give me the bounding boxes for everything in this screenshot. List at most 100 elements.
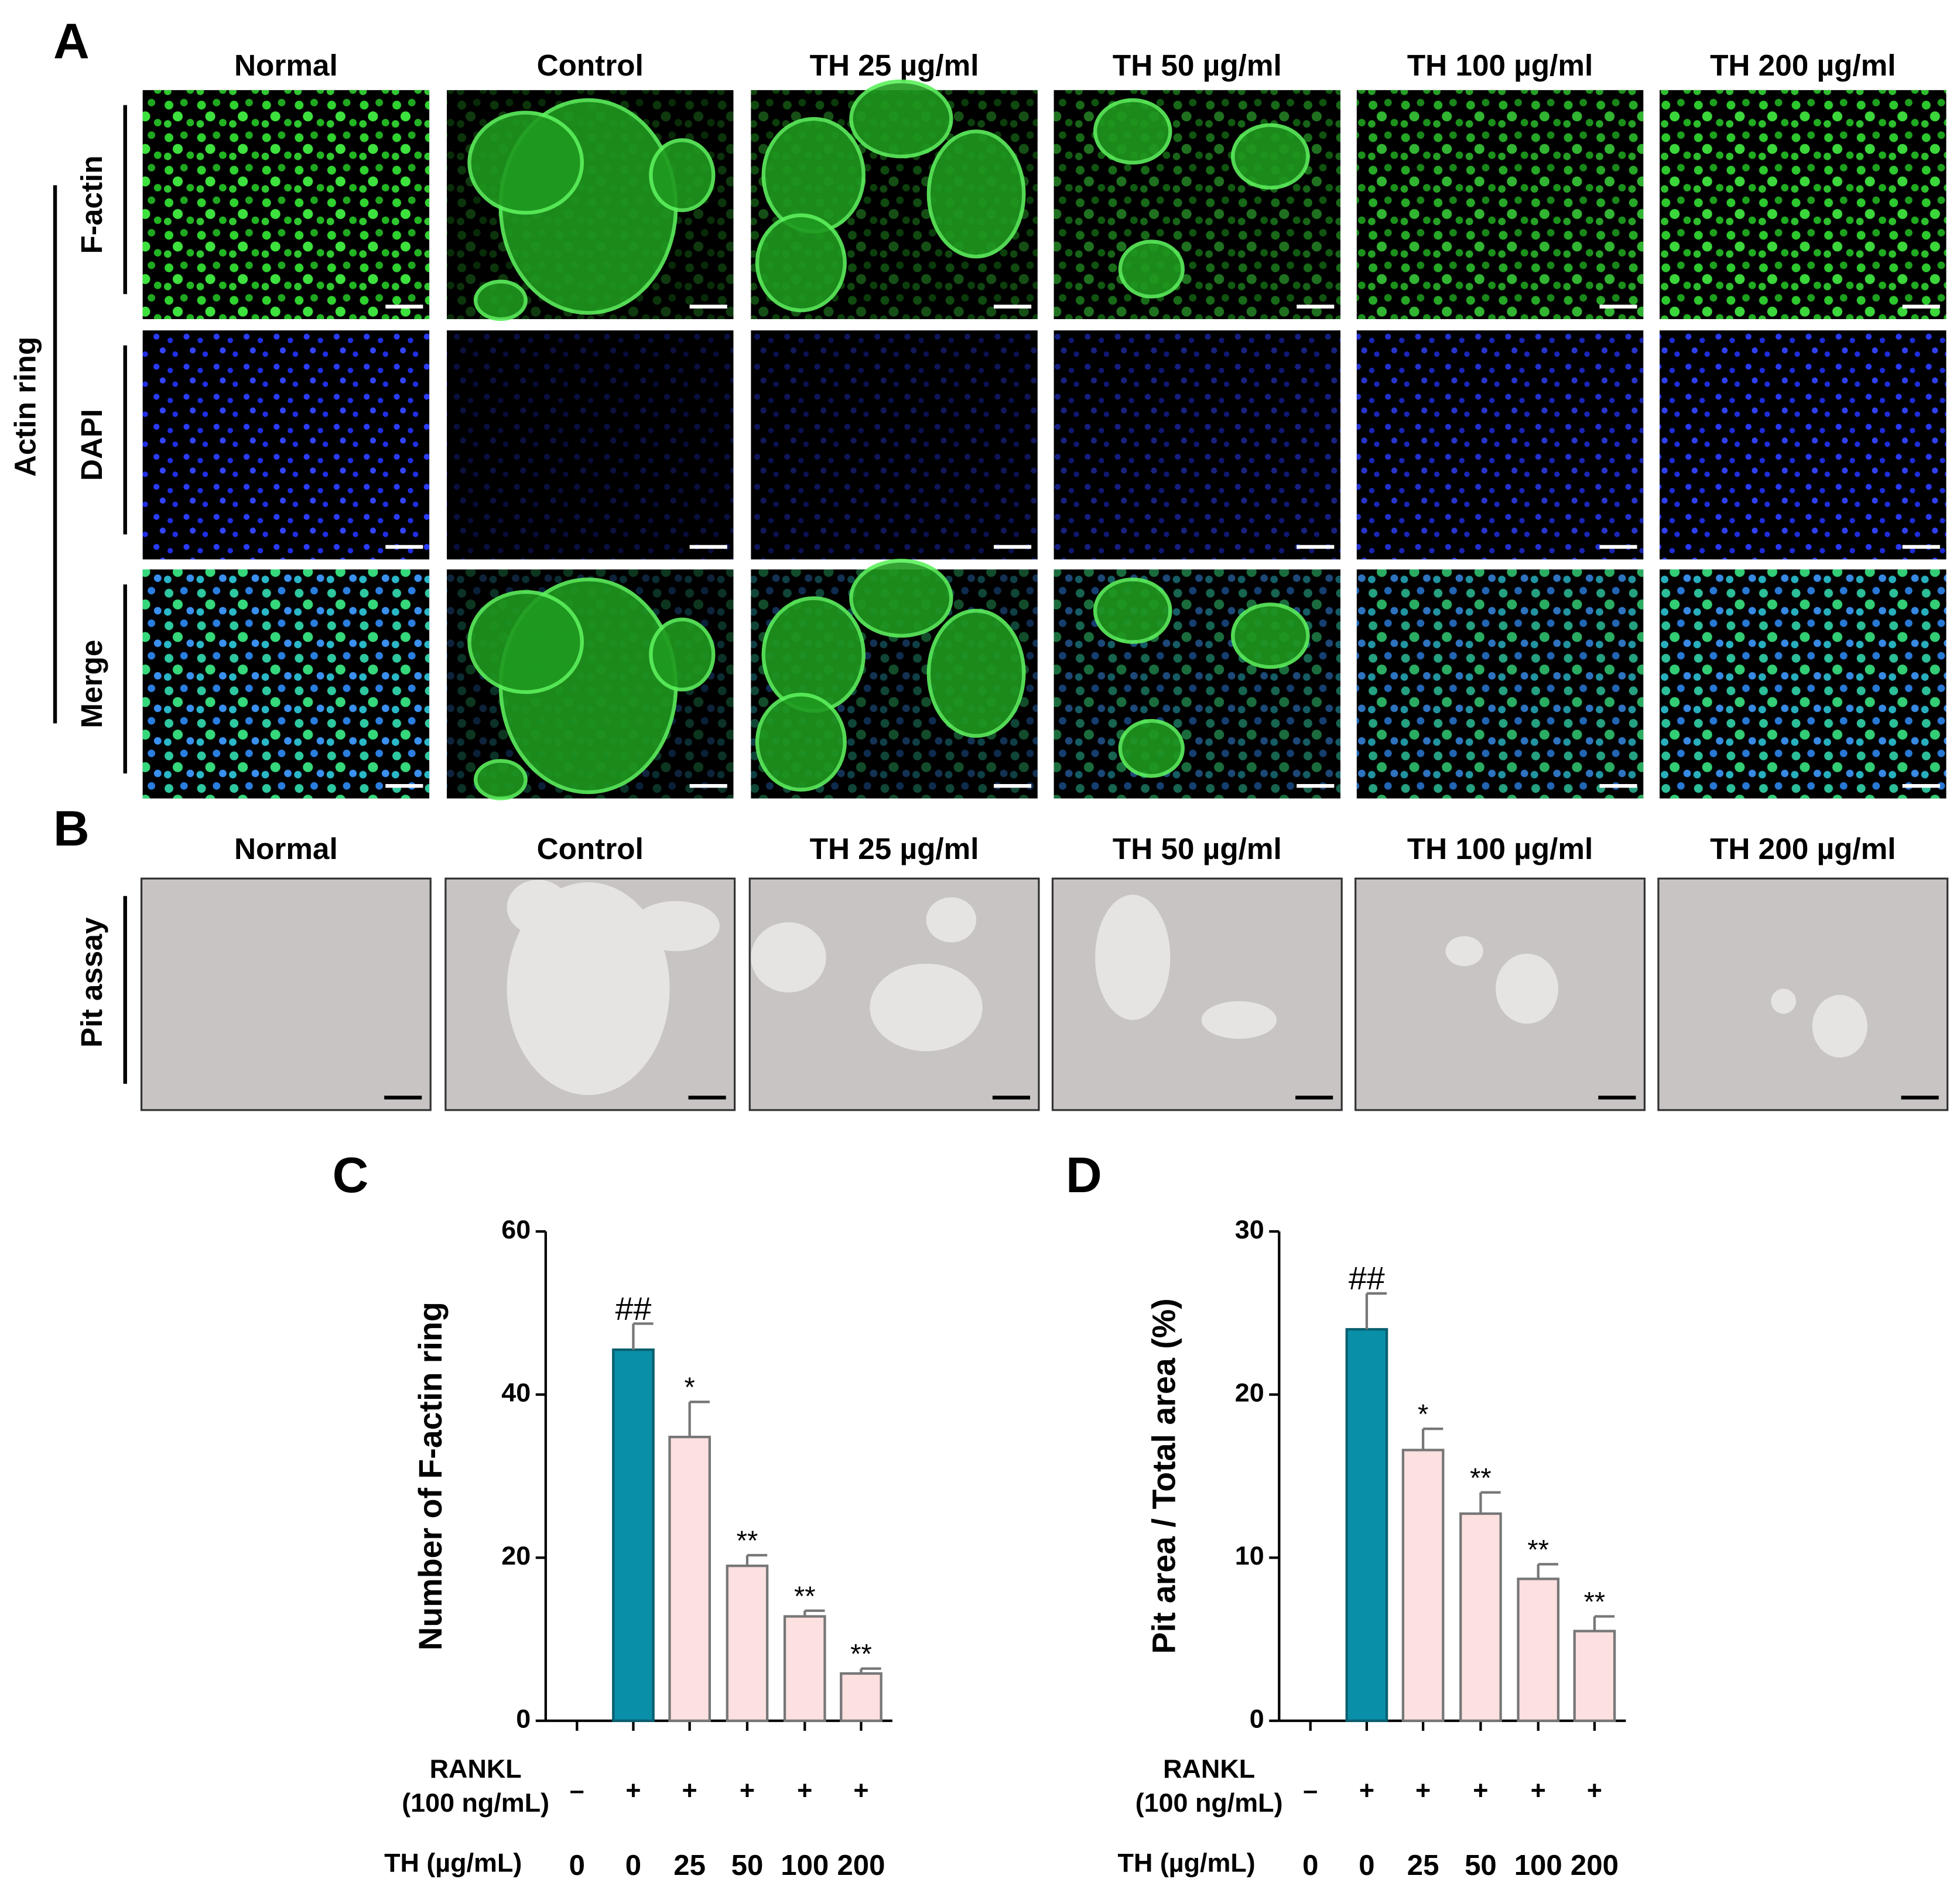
panel-label: C <box>333 1148 369 1203</box>
row-label: RANKL <box>430 1754 522 1784</box>
resorption-pit <box>1445 936 1483 966</box>
panel-label: B <box>53 801 90 857</box>
panel-label: D <box>1066 1148 1102 1203</box>
column-header: TH 100 µg/ml <box>1407 832 1593 865</box>
rankl-sign: + <box>1473 1775 1488 1805</box>
resorption-pit <box>751 922 826 993</box>
cell-texture <box>1660 569 1947 799</box>
osteoclast <box>1231 123 1310 190</box>
column-header: Normal <box>234 832 338 865</box>
row-label: TH (µg/mL) <box>384 1847 522 1877</box>
row-label: Merge <box>75 640 108 728</box>
resorption-pit <box>926 897 977 943</box>
significance-mark: ** <box>1470 1462 1492 1493</box>
panel-label: A <box>53 14 90 70</box>
resorption-pit <box>507 879 570 935</box>
bar <box>726 1565 769 1722</box>
pit-image <box>140 877 432 1111</box>
rankl-sign: + <box>1531 1775 1546 1805</box>
x-tick-label: 200 <box>1571 1850 1619 1881</box>
osteoclast <box>1093 577 1172 644</box>
rankl-sign: + <box>1415 1775 1431 1805</box>
rankl-sign: + <box>740 1775 755 1805</box>
row-label: F-actin <box>75 155 108 254</box>
rankl-sign: + <box>625 1775 641 1805</box>
bar <box>612 1348 655 1722</box>
significance-mark: ** <box>1527 1534 1549 1565</box>
significance-mark: ** <box>850 1638 872 1669</box>
bar <box>1345 1328 1388 1722</box>
x-tick-label: 25 <box>673 1850 706 1881</box>
cell-texture <box>447 330 734 560</box>
rankl-sign: + <box>1587 1775 1602 1805</box>
bar <box>1517 1577 1560 1722</box>
column-header: Control <box>537 832 644 865</box>
x-tick-label: 0 <box>569 1850 585 1881</box>
osteoclast <box>761 117 866 234</box>
rankl-sign: + <box>682 1775 697 1805</box>
significance-mark: ** <box>1584 1586 1606 1617</box>
resorption-pit <box>1771 988 1797 1014</box>
cell-texture <box>142 330 430 560</box>
cell-texture <box>1356 90 1644 320</box>
x-tick-label: 200 <box>837 1850 885 1881</box>
cell-texture <box>751 330 1038 560</box>
rankl-sign: – <box>570 1775 584 1805</box>
x-tick-label: 50 <box>731 1850 764 1881</box>
osteoclast <box>849 79 953 159</box>
y-tick-label: 60 <box>501 1214 531 1244</box>
resorption-pit <box>632 901 720 952</box>
bar <box>668 1435 711 1722</box>
column-header: Normal <box>234 49 338 82</box>
row-label: (100 ng/mL) <box>1135 1788 1283 1818</box>
rankl-sign: + <box>797 1775 812 1805</box>
significance-mark: * <box>1418 1398 1428 1429</box>
rankl-sign: + <box>1359 1775 1374 1805</box>
osteoclast <box>649 138 716 213</box>
x-tick-label: 0 <box>1302 1850 1318 1881</box>
pit-image <box>1051 877 1343 1111</box>
significance-mark: * <box>684 1371 695 1402</box>
osteoclast <box>1118 239 1185 299</box>
bar <box>1459 1512 1502 1722</box>
column-header: TH 200 µg/ml <box>1710 832 1896 865</box>
osteoclast <box>1093 98 1172 165</box>
cell-texture <box>1356 330 1644 560</box>
cell-texture <box>1660 90 1947 320</box>
osteoclast <box>926 129 1026 259</box>
cell-texture <box>142 569 430 799</box>
x-tick-label: 100 <box>781 1850 829 1881</box>
resorption-pit <box>1812 995 1867 1058</box>
resorption-pit <box>1095 895 1171 1020</box>
column-header: TH 25 µg/ml <box>810 49 979 82</box>
column-header: TH 200 µg/ml <box>1710 49 1896 82</box>
cell-texture <box>1053 330 1341 560</box>
significance-mark: ** <box>794 1580 816 1611</box>
column-header: TH 25 µg/ml <box>810 832 979 865</box>
resorption-pit <box>870 963 983 1052</box>
row-label: RANKL <box>1163 1754 1255 1784</box>
osteoclast <box>473 279 528 321</box>
y-tick-label: 0 <box>1250 1704 1264 1734</box>
y-tick-label: 30 <box>1235 1214 1264 1244</box>
rankl-sign: + <box>853 1775 868 1805</box>
cell-texture <box>1660 330 1947 560</box>
bar <box>1401 1449 1445 1722</box>
y-tick-label: 40 <box>501 1378 531 1408</box>
column-header: TH 50 µg/ml <box>1113 49 1282 82</box>
resorption-pit <box>1201 1001 1277 1039</box>
bar <box>840 1672 882 1722</box>
osteoclast <box>755 692 847 792</box>
row-label: DAPI <box>75 409 108 481</box>
column-header: TH 100 µg/ml <box>1407 49 1593 82</box>
row-label: Pit assay <box>75 917 108 1048</box>
osteoclast <box>761 596 866 713</box>
cell-texture <box>1356 569 1644 799</box>
x-tick-label: 0 <box>625 1850 641 1881</box>
bar <box>783 1615 826 1722</box>
osteoclast <box>467 590 584 694</box>
column-header: Control <box>537 49 644 82</box>
rankl-sign: – <box>1303 1775 1318 1805</box>
osteoclast <box>1231 603 1310 669</box>
